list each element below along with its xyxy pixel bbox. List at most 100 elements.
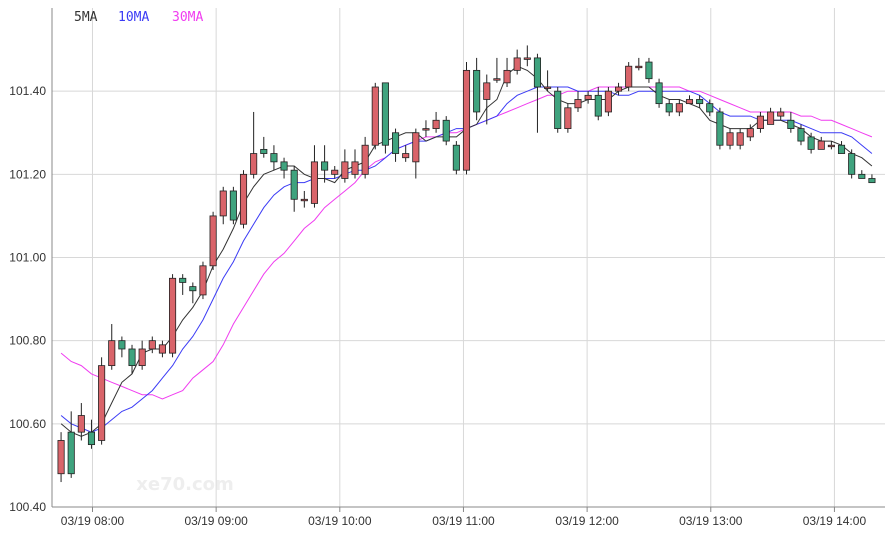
candle-body [331,169,339,175]
candle [594,87,602,121]
candle-body [584,94,592,100]
candle-body [696,99,704,105]
candle-body [807,136,815,150]
candle [493,57,501,83]
candle [625,62,633,92]
axes: 100.40 100.60 100.80 101.00 101.20 101.40 03/1… [9,8,885,528]
candle [169,274,177,358]
candle [756,111,764,133]
candle [817,136,825,150]
candle [675,99,683,117]
candle-body [493,78,501,81]
candle-body [645,61,653,80]
candle-body [128,348,136,367]
candle [665,99,673,117]
candle-body [614,86,623,92]
candle [57,432,65,483]
candle-body [513,57,521,71]
candle-body [868,178,876,184]
x-tick-label: 03/19 11:00 [432,514,495,528]
watermark: xe70.com [136,474,234,495]
candle-body [341,161,349,179]
candle-body [564,107,572,129]
candle-body [270,153,278,163]
candle-body [604,90,612,113]
candle-body [736,132,744,146]
candle-body [452,144,460,171]
candle-body [290,169,298,200]
candle [392,128,400,162]
candle [361,136,369,179]
candle [777,107,785,121]
candle-body [837,144,846,154]
candle-body [756,115,764,129]
candle [77,403,85,441]
candle [716,107,724,150]
candle-body [392,132,400,154]
y-tick-label: 100.40 [9,500,46,514]
candle [807,132,815,154]
candle [513,49,521,75]
candle [462,62,471,175]
candle [848,149,856,179]
x-tick-label: 03/19 10:00 [308,514,372,528]
candle-body [148,340,156,350]
candle-body [787,119,795,129]
legend-item-5ma: 5MA [74,10,98,25]
candle-body [442,119,450,142]
candle-body [625,65,633,88]
candles [57,45,876,483]
candle [321,145,329,183]
candle-body [371,86,379,146]
candle [341,149,349,183]
candle [371,82,379,150]
candle [746,124,754,142]
candle [250,111,258,179]
candle [685,95,694,105]
candle-body [533,57,541,88]
candle-body [726,132,734,146]
candle-body [250,153,258,175]
candle-body [594,94,602,117]
x-tick-label: 03/19 13:00 [679,514,743,528]
y-tick-label: 101.40 [9,84,46,98]
candle-body [300,198,308,202]
candle-body [483,82,491,100]
candle [645,57,653,83]
candle-body [118,340,126,350]
candle-body [280,161,288,171]
candle-body [665,103,673,113]
candle [158,340,166,358]
candle [452,141,460,175]
candle [290,166,298,212]
candle-body [138,348,146,367]
candle-body [98,365,106,441]
candle [280,157,288,179]
x-tick-label: 03/19 12:00 [555,514,619,528]
candle [381,82,389,154]
candle-body [412,132,420,163]
candle-body [219,190,227,217]
candle [787,111,795,133]
candle [412,128,420,179]
candle [614,82,623,96]
candle-body [57,440,65,475]
candle-body [209,215,217,267]
candle [736,128,744,150]
candle-body [655,82,663,105]
candle-body [189,286,197,292]
candle [118,336,126,358]
candle [199,261,207,300]
candle [87,419,96,449]
candle [331,166,339,179]
candle-body [229,190,237,221]
candle [797,124,805,146]
candle-body [462,69,471,171]
candle [554,87,562,133]
candle [67,411,75,478]
candle-body [169,277,177,354]
candle [402,145,410,162]
candle-body [351,161,359,175]
candle-body [199,265,207,296]
